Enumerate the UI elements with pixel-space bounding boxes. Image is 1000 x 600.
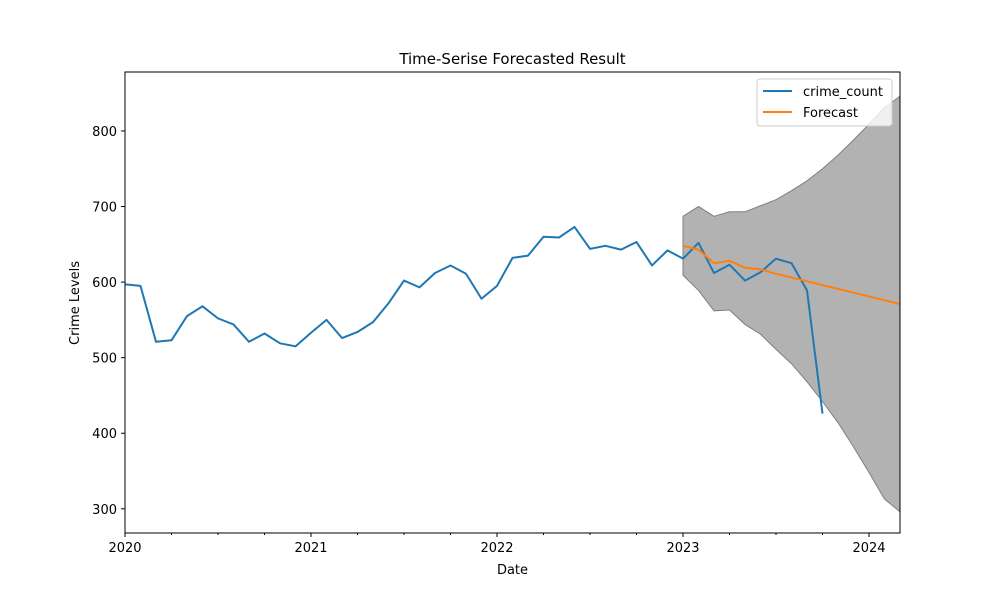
y-tick-label: 600 <box>92 276 117 291</box>
x-tick-label: 2023 <box>666 541 699 556</box>
plot-area: 300 400 500 600 700 800 2020 2021 2022 2023 2024 <box>92 71 901 556</box>
series-line-forecast <box>682 244 901 305</box>
legend: crime_count Forecast <box>756 78 893 127</box>
x-tick-label: 2020 <box>108 541 141 556</box>
axes-frame <box>124 71 901 534</box>
confidence-band <box>682 95 901 513</box>
x-tick-label: 2024 <box>852 541 885 556</box>
x-axis-label: Date <box>497 563 528 578</box>
x-tick-label: 2021 <box>294 541 327 556</box>
y-tick-label: 800 <box>92 125 117 140</box>
legend-label-forecast: Forecast <box>803 106 858 121</box>
series-line-crime-count <box>124 225 824 414</box>
legend-label-crime-count: crime_count <box>803 85 883 100</box>
chart-title: Time-Serise Forecasted Result <box>398 50 625 68</box>
y-axis-label: Crime Levels <box>68 261 83 345</box>
y-tick-label: 300 <box>92 503 117 518</box>
y-tick-label: 700 <box>92 201 117 216</box>
y-tick-label: 500 <box>92 352 117 367</box>
y-tick-label: 400 <box>92 427 117 442</box>
x-tick-label: 2022 <box>480 541 513 556</box>
